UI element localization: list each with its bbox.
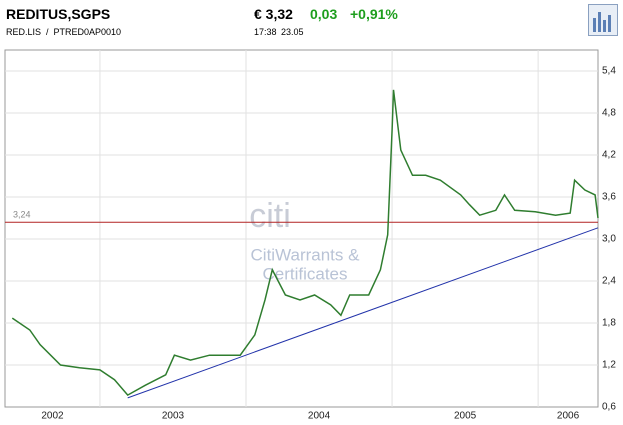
y-tick-label: 4,8 xyxy=(602,108,616,119)
reference-label: 3,24 xyxy=(13,210,31,220)
stock-name: REDITUS,SGPS xyxy=(6,6,111,22)
x-tick-label: 2003 xyxy=(162,411,185,422)
x-tick-label: 2004 xyxy=(308,411,331,422)
plot-frame xyxy=(4,49,599,408)
time: 17:38 xyxy=(254,27,277,37)
y-tick-label: 3,6 xyxy=(602,192,616,203)
watermark: citi xyxy=(249,197,291,235)
y-tick-label: 1,2 xyxy=(602,360,616,371)
y-tick-label: 3,0 xyxy=(602,234,616,245)
trend-line xyxy=(127,227,599,399)
watermark: CitiWarrants & xyxy=(251,245,361,264)
change: 0,03 xyxy=(310,6,338,22)
x-tick-label: 2006 xyxy=(557,411,580,422)
x-tick-label: 2002 xyxy=(41,411,64,422)
x-tick-label: 2005 xyxy=(454,411,477,422)
y-tick-label: 5,4 xyxy=(602,66,616,77)
y-tick-label: 0,6 xyxy=(602,402,616,413)
price-line xyxy=(11,89,599,397)
price: € 3,32 xyxy=(254,6,293,22)
y-tick-label: 2,4 xyxy=(602,276,616,287)
chart: citi CitiWarrants &Certificates 0,6 1,2 1,8 2… xyxy=(4,49,616,422)
symbol: RED.LIS / PTRED0AP0010 xyxy=(6,27,122,37)
chart-icon[interactable] xyxy=(588,4,618,36)
quote-header: REDITUS,SGPS € 3,32 0,03 +0,91% RED.LIS … xyxy=(0,0,623,44)
change-pct: +0,91% xyxy=(350,6,398,22)
watermark: Certificates xyxy=(262,264,347,283)
y-tick-label: 1,8 xyxy=(602,318,616,329)
date: 23.05 xyxy=(281,27,304,37)
y-tick-label: 4,2 xyxy=(602,150,616,161)
